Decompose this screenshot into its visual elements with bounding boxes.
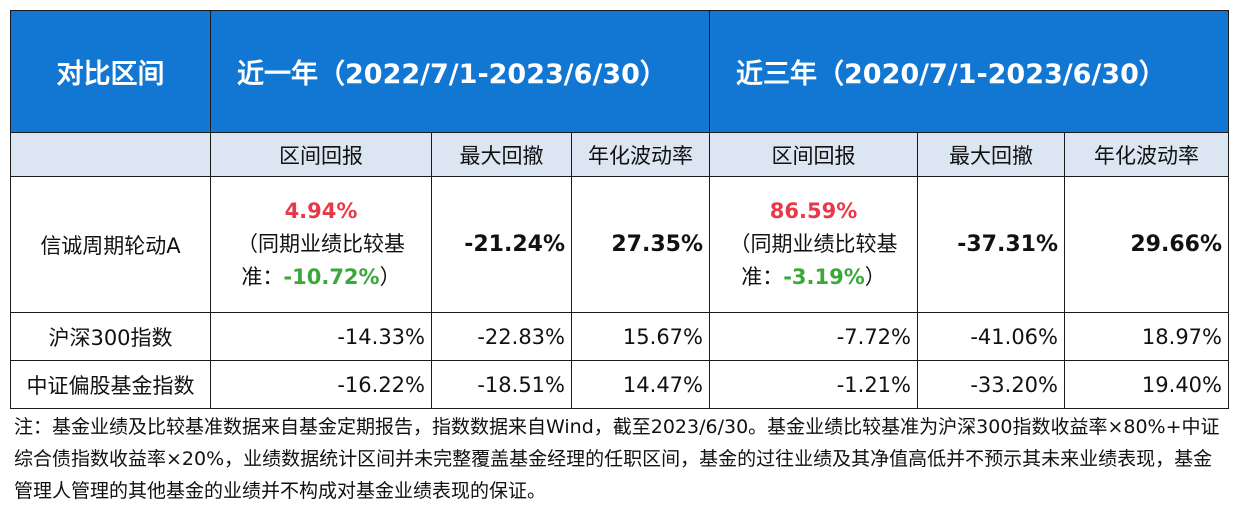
index-value: -14.33% [210,312,432,361]
header-period-one-year: 近一年（2022/7/1-2023/6/30） [210,10,710,133]
index-value: -33.20% [917,360,1065,409]
fund-p1-return-cell: 4.94% （同期业绩比较基准：-10.72%） [210,176,432,313]
subheader-p1-volatility: 年化波动率 [571,132,710,177]
fund-p2-drawdown: -37.31% [917,176,1065,313]
index-value: -16.22% [210,360,432,409]
index-name: 中证偏股基金指数 [10,360,211,409]
fund-p2-volatility: 29.66% [1064,176,1229,313]
performance-table: 对比区间 近一年（2022/7/1-2023/6/30） 近三年（2020/7/… [10,10,1229,409]
fund-p2-return: 86.59% [769,199,858,223]
index-value: 19.40% [1064,360,1229,409]
fund-p2-return-cell: 86.59% （同期业绩比较基准：-3.19%） [709,176,918,313]
index-value: -18.51% [431,360,572,409]
index-value: -7.72% [709,312,918,361]
index-name: 沪深300指数 [10,312,211,361]
fund-name: 信诚周期轮动A [10,176,211,313]
header-period-three-year: 近三年（2020/7/1-2023/6/30） [709,10,1229,133]
index-value: 15.67% [571,312,710,361]
index-value: -22.83% [431,312,572,361]
fund-p1-return: 4.94% [284,199,358,223]
index-row-equity-fund: 中证偏股基金指数 -16.22% -18.51% 14.47% -1.21% -… [10,360,1229,409]
subheader-row: 区间回报 最大回撤 年化波动率 区间回报 最大回撤 年化波动率 [10,132,1229,177]
fund-p1-bench-prefix: （同期业绩比较基准： [237,232,405,289]
subheader-p2-drawdown: 最大回撤 [917,132,1065,177]
index-value: 14.47% [571,360,710,409]
fund-p1-volatility: 27.35% [571,176,710,313]
fund-p1-bench-suffix: ） [379,265,401,289]
fund-row: 信诚周期轮动A 4.94% （同期业绩比较基准：-10.72%） -21.24%… [10,176,1229,313]
header-row: 对比区间 近一年（2022/7/1-2023/6/30） 近三年（2020/7/… [10,10,1229,133]
subheader-p1-drawdown: 最大回撤 [431,132,572,177]
disclaimer-note: 注：基金业绩及比较基准数据来自基金定期报告，指数数据来自Wind，截至2023/… [14,416,1220,502]
index-value: 18.97% [1064,312,1229,361]
index-value: -41.06% [917,312,1065,361]
index-row-hs300: 沪深300指数 -14.33% -22.83% 15.67% -7.72% -4… [10,312,1229,361]
subheader-p2-return: 区间回报 [709,132,918,177]
fund-p1-bench-value: -10.72% [283,265,380,289]
fund-p1-drawdown: -21.24% [431,176,572,313]
subheader-empty-cell [10,132,211,177]
fund-p2-bench-prefix: （同期业绩比较基准： [729,232,898,289]
fund-p2-bench-suffix: ） [864,265,886,289]
subheader-p2-volatility: 年化波动率 [1064,132,1229,177]
subheader-p1-return: 区间回报 [210,132,432,177]
index-value: -1.21% [709,360,918,409]
header-comparison-label: 对比区间 [10,10,211,133]
fund-p2-bench-value: -3.19% [783,265,865,289]
